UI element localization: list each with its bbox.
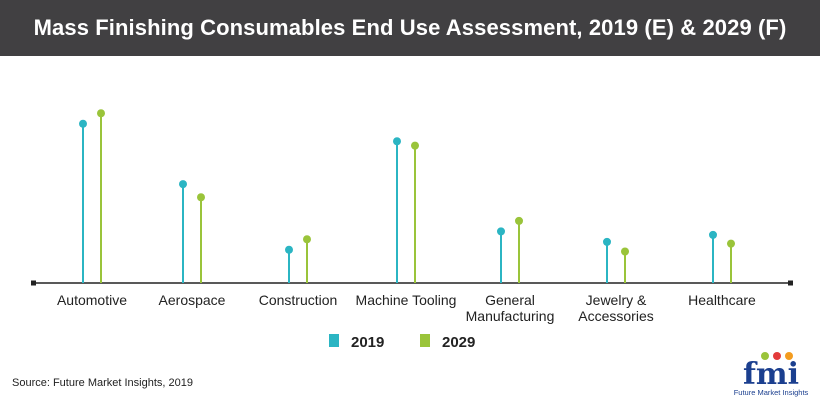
point-series-2029-4	[515, 216, 523, 225]
chart-title: Mass Finishing Consumables End Use Asses…	[33, 15, 787, 40]
category-label-1: Aerospace	[159, 292, 226, 308]
legend-label-2019: 2019	[351, 334, 384, 351]
x-axis-end-cap	[788, 280, 793, 286]
point-series-2029-2	[303, 235, 311, 244]
logo-dot-red	[773, 352, 781, 360]
point-series-2029-5	[621, 247, 629, 256]
fmi-logo: fmi Future Market Insights	[734, 352, 809, 397]
point-series-2029-1	[197, 193, 205, 202]
legend-swatch-2019	[329, 334, 339, 347]
point-series-2019-4	[497, 227, 505, 236]
logo-dot-green	[761, 352, 769, 360]
point-series-2029-6	[727, 239, 735, 248]
category-label-2: Construction	[259, 292, 338, 308]
point-series-2019-6	[709, 230, 717, 239]
logo-tagline: Future Market Insights	[734, 388, 809, 397]
logo-dot-orange	[785, 352, 793, 360]
point-series-2019-3	[393, 137, 401, 146]
point-series-2019-1	[179, 180, 187, 189]
point-series-2029-3	[411, 141, 419, 150]
source-note: Source: Future Market Insights, 2019	[12, 377, 193, 389]
point-series-2019-0	[79, 119, 87, 128]
legend-swatch-2029	[420, 334, 430, 347]
category-label-3: Machine Tooling	[356, 292, 457, 308]
legend-label-2029: 2029	[442, 334, 475, 351]
category-label-0: Automotive	[57, 292, 127, 308]
category-label-5: Jewelry & Accessories	[578, 292, 653, 324]
point-series-2019-2	[285, 245, 293, 254]
category-label-4: General Manufacturing	[466, 292, 555, 324]
title-bar: Mass Finishing Consumables End Use Asses…	[0, 0, 820, 56]
category-label-6: Healthcare	[688, 292, 756, 308]
x-axis-start-cap	[31, 280, 36, 286]
logo-wordmark: fmi	[743, 357, 799, 392]
point-series-2019-5	[603, 237, 611, 246]
point-series-2029-0	[97, 109, 105, 118]
lollipop-chart: Automotive Aerospace Construction Machine T…	[31, 109, 793, 351]
